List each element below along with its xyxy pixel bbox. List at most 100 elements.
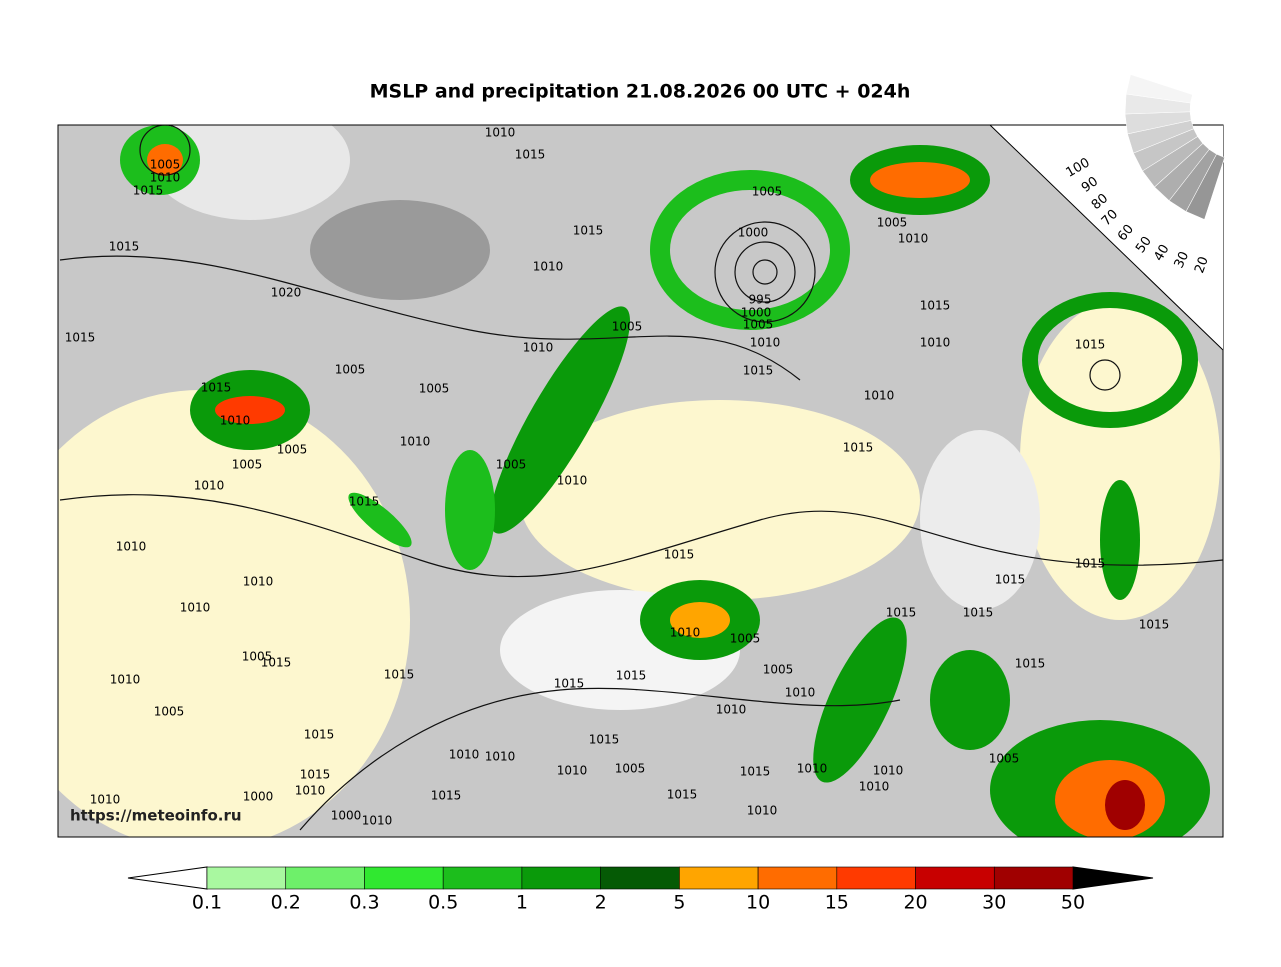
isobar-label: 1010 [449, 748, 480, 762]
isobar-label: 1000 [331, 809, 362, 823]
isobar-label: 1015 [1075, 338, 1106, 352]
isobar-label: 1005 [154, 705, 185, 719]
title: MSLP and precipitation 21.08.2026 00 UTC… [370, 81, 911, 103]
isobar-label: 1005 [615, 762, 646, 776]
isobar-label: 1010 [747, 804, 778, 818]
isobar-label: 1010 [194, 479, 225, 493]
isobar-label: 1015 [384, 668, 415, 682]
isobar-label: 1005 [763, 663, 794, 677]
isobar-label: 1005 [989, 752, 1020, 766]
colorbar-segment [679, 866, 759, 890]
colorbar-label: 30 [982, 892, 1006, 914]
isobar-label: 1010 [750, 336, 781, 350]
isobar-label: 1010 [485, 750, 516, 764]
isobar-label: 1005 [335, 363, 366, 377]
isobar-label: 1015 [743, 364, 774, 378]
isobar-label: 1005 [752, 185, 783, 199]
colorbar-segment [521, 866, 601, 890]
isobar-label: 1010 [90, 793, 121, 807]
isobar-label: 1000 [243, 790, 274, 804]
cloud-scale-label: 20 [1192, 255, 1212, 276]
isobar-label: 1010 [220, 414, 251, 428]
isobar-label: 1010 [557, 474, 588, 488]
isobar-label: 1005 [877, 216, 908, 230]
colorbar-low-end [127, 866, 208, 890]
cloud-scale-segment [1125, 74, 1193, 104]
isobar-label: 1015 [664, 548, 695, 562]
isobar-label: 1005 [743, 318, 774, 332]
isobar-label: 1010 [797, 762, 828, 776]
isobar-label: 1010 [362, 814, 393, 828]
isobar-label: 1005 [612, 320, 643, 334]
isobar-label: 1015 [963, 606, 994, 620]
isobar-label: 1015 [65, 331, 96, 345]
isobar-label: 1010 [180, 601, 211, 615]
colorbar-label: 15 [825, 892, 849, 914]
isobar-label: 1015 [300, 768, 331, 782]
isobar-label: 1015 [431, 789, 462, 803]
colorbar-segment [442, 866, 523, 890]
isobar-label: 1010 [116, 540, 147, 554]
colorbar-label: 0.1 [192, 892, 222, 914]
isobar-label: 1010 [533, 260, 564, 274]
map-frame [57, 124, 1224, 838]
map [58, 125, 1223, 837]
isobar-label: 1010 [898, 232, 929, 246]
isobar-label: 1015 [920, 299, 951, 313]
isobar-label: 1015 [515, 148, 546, 162]
isobar-label: 1010 [785, 686, 816, 700]
isobar-label: 1010 [873, 764, 904, 778]
isobar-label: 1010 [523, 341, 554, 355]
colorbar-segment [285, 866, 365, 890]
watermark: https://meteoinfo.ru [70, 807, 242, 825]
colorbar-label: 10 [746, 892, 770, 914]
colorbar-label: 0.3 [349, 892, 379, 914]
isobar-label: 1000 [738, 226, 769, 240]
colorbar-label: 0.2 [271, 892, 301, 914]
isobar-label: 1015 [304, 728, 335, 742]
colorbar-label: 2 [595, 892, 607, 914]
colorbar-label: 1 [516, 892, 528, 914]
colorbar-segment [600, 866, 680, 890]
isobar-label: 1005 [496, 458, 527, 472]
isobar-label: 1010 [859, 780, 890, 794]
isobar-label: 1015 [554, 677, 585, 691]
isobar-label: 1015 [201, 381, 232, 395]
colorbar-segment [836, 866, 916, 890]
cloud-scale-label: 40 [1151, 242, 1172, 264]
isobar-label: 1010 [243, 575, 274, 589]
isobar-label: 1010 [864, 389, 895, 403]
isobar-label: 1015 [886, 606, 917, 620]
isobar-label: 995 [749, 293, 772, 307]
isobar-label: 1015 [1075, 557, 1106, 571]
isobar-label: 1010 [150, 171, 181, 185]
colorbar: 0.1 0.2 0.3 0.5 1 2 5 10 15 20 30 50 [127, 866, 1154, 914]
isobar-label: 1015 [1139, 618, 1170, 632]
isobar-label: 1005 [419, 382, 450, 396]
isobar-label: 1015 [109, 240, 140, 254]
isobar-label: 1005 [277, 443, 308, 457]
isobar-label: 1005 [150, 158, 181, 172]
isobar-label: 1015 [667, 788, 698, 802]
isobar-label: 1015 [349, 495, 380, 509]
isobar-label: 1015 [133, 184, 164, 198]
isobar-label: 1015 [616, 669, 647, 683]
cloud-scale-label: 30 [1172, 249, 1193, 270]
colorbar-label: 50 [1061, 892, 1085, 914]
isobar-label: 1005 [232, 458, 263, 472]
isobar-label: 1015 [995, 573, 1026, 587]
isobar-label: 1000 [741, 306, 772, 320]
isobar-label: 1015 [740, 765, 771, 779]
colorbar-label: 0.5 [428, 892, 458, 914]
isobar-label: 1010 [110, 673, 141, 687]
isobar-label: 1010 [716, 703, 747, 717]
isobar-label: 1005 [730, 632, 761, 646]
isobar-label: 1010 [670, 626, 701, 640]
isobar-label: 1015 [843, 441, 874, 455]
colorbar-label: 20 [903, 892, 927, 914]
isobar-label: 1010 [400, 435, 431, 449]
isobar-label: 1015 [589, 733, 620, 747]
isobar-label: 1015 [573, 224, 604, 238]
